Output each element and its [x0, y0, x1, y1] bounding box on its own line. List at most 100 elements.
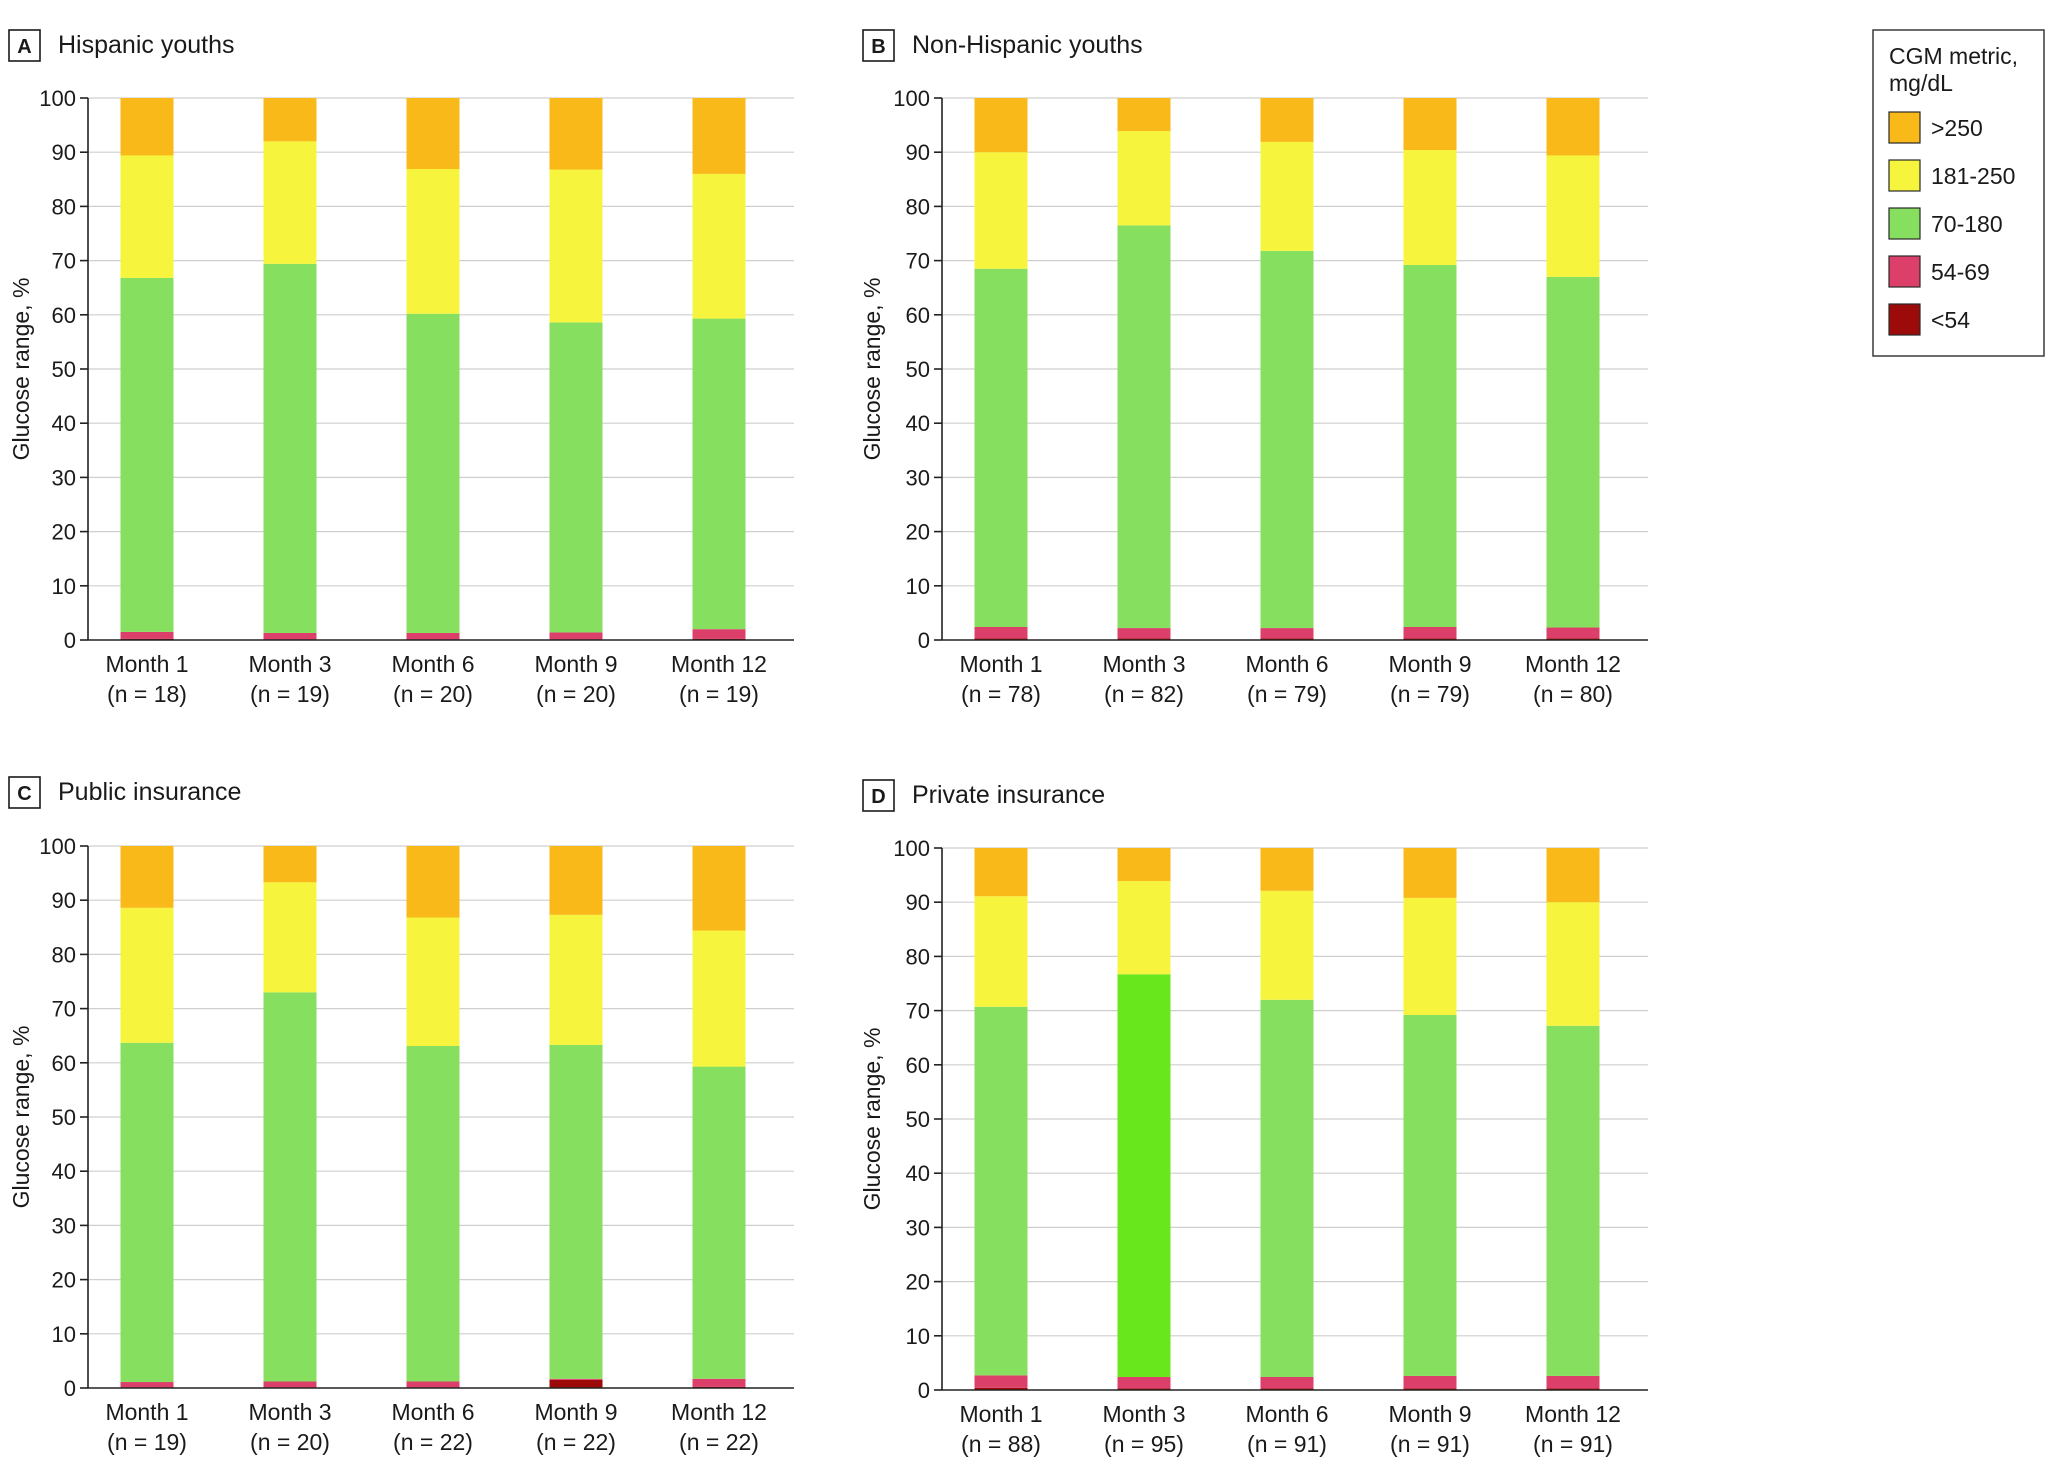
bar-segment-54-69 — [120, 1382, 174, 1388]
bar-month-12 — [692, 98, 746, 640]
legend-frame — [1872, 29, 2045, 357]
bar-segment-181-250 — [974, 896, 1028, 1007]
bar-segment-250 — [1546, 848, 1600, 903]
y-tick-label: 50 — [52, 357, 76, 382]
legend-swatch-r181_250 — [1888, 159, 1921, 192]
x-tick-label: Month 6 — [391, 1399, 474, 1425]
bar-segment-181-250 — [974, 152, 1028, 269]
y-tick-label: 100 — [893, 836, 930, 861]
bar-segment-54-69 — [1546, 1375, 1600, 1389]
y-axis-label: Glucose range, % — [8, 278, 34, 461]
panel-b: B Non-Hispanic youths 0 10 20 30 40 50 60 70 80 90 1… — [859, 29, 1648, 707]
y-tick-label: 80 — [906, 944, 930, 969]
legend-swatch-r54_69 — [1888, 255, 1921, 288]
bar-segment-54-69 — [1403, 1375, 1457, 1389]
bar-segment-54-69 — [1260, 628, 1314, 639]
bar-segment-181-250 — [1117, 131, 1171, 226]
bar-segment-70-180 — [406, 313, 460, 633]
bar-segment-54-69 — [1260, 1376, 1314, 1389]
bar-segment-250 — [406, 98, 460, 170]
y-tick-label: 70 — [906, 249, 930, 274]
x-tick-label: Month 3 — [1102, 651, 1185, 677]
bar-segment-54 — [1117, 638, 1171, 640]
bar-segment-181-250 — [406, 917, 460, 1046]
bar-segment-70-180 — [692, 1066, 746, 1379]
bar-segment-181-250 — [1546, 155, 1600, 277]
bar-segment-250 — [1260, 98, 1314, 142]
panel-letter-box — [862, 779, 895, 812]
bar-segment-181-250 — [1546, 902, 1600, 1026]
bar-segment-54 — [1403, 1388, 1457, 1390]
bar-segment-70-180 — [974, 268, 1028, 627]
bar-month-9 — [549, 98, 603, 640]
y-tick-label: 70 — [52, 997, 76, 1022]
x-tick-label: Month 12 — [671, 651, 767, 677]
bar-segment-250 — [692, 846, 746, 931]
bar-segment-250 — [1403, 848, 1457, 898]
bar-segment-54-69 — [549, 632, 603, 640]
x-tick-n-label: (n = 91) — [1247, 1431, 1327, 1457]
x-tick-n-label: (n = 82) — [1104, 681, 1184, 707]
x-tick-label: Month 6 — [391, 651, 474, 677]
y-tick-label: 20 — [906, 1270, 930, 1295]
bar-segment-70-180 — [1546, 1025, 1600, 1376]
y-tick-label: 0 — [64, 628, 76, 653]
y-tick-label: 90 — [906, 890, 930, 915]
bar-segment-70-180 — [1403, 264, 1457, 627]
bar-segment-54 — [1260, 638, 1314, 640]
bar-month-9 — [1403, 98, 1457, 640]
bar-segment-54-69 — [406, 1381, 460, 1388]
bar-segment-181-250 — [1260, 141, 1314, 251]
bar-month-1 — [120, 846, 174, 1388]
bar-month-9 — [1403, 848, 1457, 1390]
bar-segment-181-250 — [120, 907, 174, 1043]
y-tick-label: 30 — [906, 1215, 930, 1240]
x-tick-n-label: (n = 91) — [1533, 1431, 1613, 1457]
y-tick-label: 90 — [906, 140, 930, 165]
legend-title-line1: CGM metric, — [1889, 43, 2018, 69]
bar-segment-54-69 — [1546, 627, 1600, 639]
bar-segment-250 — [120, 98, 174, 156]
x-tick-n-label: (n = 91) — [1390, 1431, 1470, 1457]
x-tick-label: Month 1 — [959, 1401, 1042, 1427]
y-tick-label: 40 — [906, 1161, 930, 1186]
bar-month-6 — [406, 846, 460, 1388]
bar-segment-54 — [1260, 1388, 1314, 1390]
x-tick-n-label: (n = 79) — [1390, 681, 1470, 707]
y-tick-label: 50 — [906, 357, 930, 382]
y-axis-label: Glucose range, % — [859, 1028, 885, 1211]
y-tick-label: 10 — [906, 1324, 930, 1349]
bar-segment-54-69 — [692, 1378, 746, 1387]
bar-segment-250 — [1546, 98, 1600, 156]
bar-segment-250 — [1403, 98, 1457, 151]
x-tick-n-label: (n = 22) — [393, 1429, 473, 1455]
bar-segment-54-69 — [263, 632, 317, 640]
y-tick-label: 70 — [52, 249, 76, 274]
panel-letter: C — [17, 783, 31, 805]
bar-month-1 — [120, 98, 174, 640]
y-tick-label: 0 — [918, 628, 930, 653]
bar-segment-250 — [692, 98, 746, 174]
legend-swatch-lt54 — [1888, 303, 1921, 336]
y-axis-label: Glucose range, % — [8, 1026, 34, 1209]
legend-title-line2: mg/dL — [1889, 70, 1953, 96]
y-tick-label: 80 — [906, 194, 930, 219]
legend-label-lt54: <54 — [1931, 307, 1970, 333]
panel-letter: D — [871, 786, 885, 808]
bar-segment-181-250 — [692, 930, 746, 1067]
x-tick-n-label: (n = 19) — [250, 681, 330, 707]
bar-segment-181-250 — [1260, 890, 1314, 1000]
bar-segment-250 — [974, 848, 1028, 897]
panel-title: Public insurance — [58, 778, 241, 806]
y-tick-label: 0 — [64, 1376, 76, 1401]
y-tick-label: 40 — [52, 411, 76, 436]
y-tick-label: 0 — [918, 1378, 930, 1403]
y-tick-label: 60 — [52, 1051, 76, 1076]
x-tick-n-label: (n = 20) — [393, 681, 473, 707]
panel-letter-box — [8, 776, 41, 809]
y-tick-label: 20 — [906, 520, 930, 545]
bar-month-3 — [1117, 98, 1171, 640]
x-tick-label: Month 9 — [534, 651, 617, 677]
bar-segment-250 — [1117, 848, 1171, 882]
bar-segment-250 — [406, 846, 460, 918]
